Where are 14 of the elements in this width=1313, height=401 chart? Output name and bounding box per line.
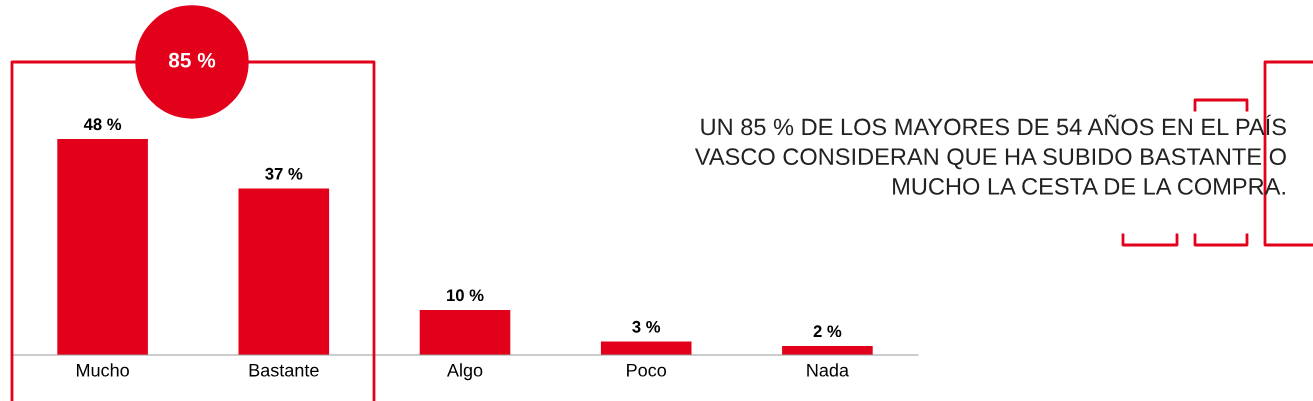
- x-tick-label: Bastante: [249, 364, 319, 377]
- bar: [57, 139, 148, 355]
- text: 85 %: [168, 52, 216, 68]
- x-tick-label: Nada: [807, 363, 849, 377]
- data-label: 37 %: [265, 167, 303, 180]
- data-label: 10 %: [447, 289, 484, 302]
- data-label: 3 %: [632, 320, 661, 333]
- data-label: 48 %: [83, 118, 122, 131]
- bar: [419, 310, 511, 355]
- x-tick-label: Algo: [446, 363, 483, 381]
- bar: [238, 188, 330, 355]
- x-tick-label: Mucho: [76, 363, 129, 377]
- data-label: 2 %: [813, 325, 842, 338]
- x-tick-label: Poco: [627, 364, 667, 377]
